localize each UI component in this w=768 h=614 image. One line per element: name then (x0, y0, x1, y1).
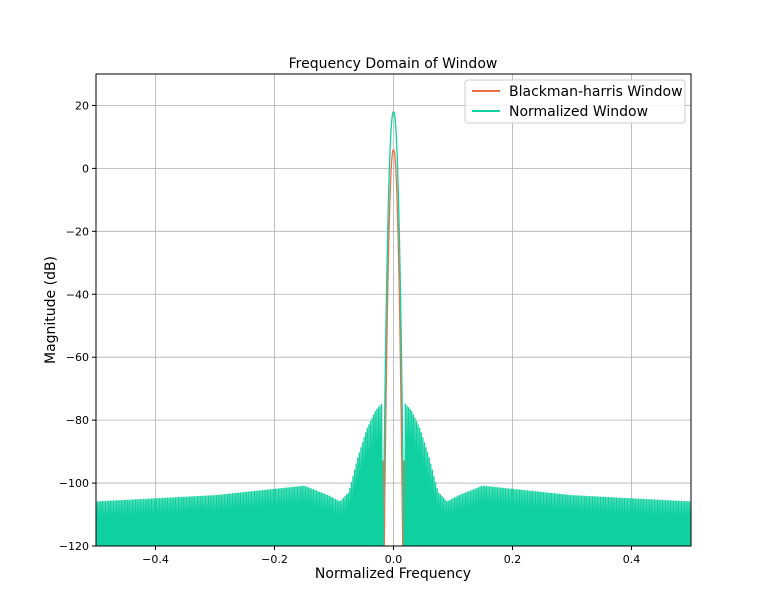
x-tick-label: 0.0 (385, 553, 403, 566)
y-tick-label: 20 (75, 99, 89, 112)
legend-label-normalized: Normalized Window (509, 104, 648, 120)
y-tick-label: −80 (66, 414, 89, 427)
y-axis: 20 0 −20 −40 −60 −80 −100 −120 (59, 99, 96, 553)
y-tick-label: 0 (82, 162, 89, 175)
grid-lines (96, 74, 691, 547)
series-line-blackman-harris-window (281, 148, 506, 546)
x-tick-label: −0.2 (261, 553, 288, 566)
x-tick-label: 0.4 (623, 553, 641, 566)
x-axis-label: Normalized Frequency (315, 566, 471, 582)
legend-box (464, 79, 686, 124)
chart-title: Frequency Domain of Window (289, 56, 498, 72)
x-tick-label: 0.2 (504, 553, 522, 566)
legend-label-blackman-harris: Blackman-harris Window (509, 84, 683, 100)
series-line-normalized-window (96, 111, 691, 546)
x-tick-label: −0.4 (142, 553, 169, 566)
y-tick-label: −100 (59, 477, 89, 490)
series-layer (96, 111, 691, 546)
legend: Blackman-harris Window Normalized Window (464, 79, 686, 124)
y-tick-label: −120 (59, 540, 89, 553)
y-tick-label: −40 (66, 288, 89, 301)
x-axis: −0.4 −0.2 0.0 0.2 0.4 (142, 546, 640, 566)
y-tick-label: −60 (66, 351, 89, 364)
y-axis-label: Magnitude (dB) (43, 256, 59, 364)
y-tick-label: −20 (66, 225, 89, 238)
